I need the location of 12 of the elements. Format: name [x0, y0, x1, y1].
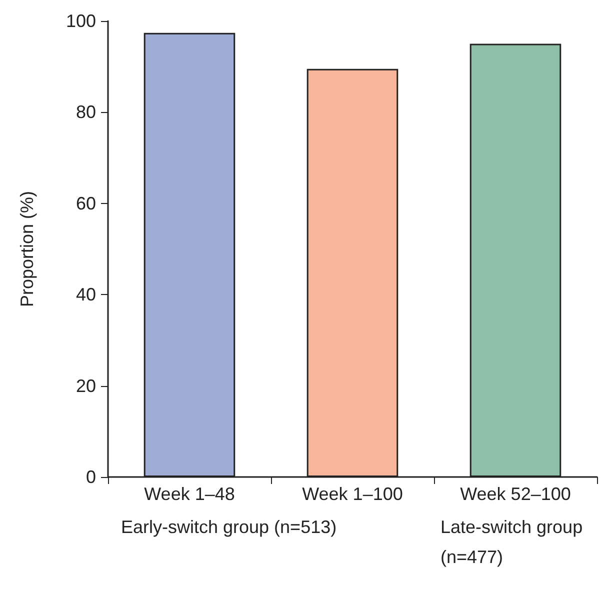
y-tick-label: 80 — [76, 102, 96, 122]
text: Early-switch group (n=513) — [121, 517, 337, 537]
y-axis-title: Proportion (%) — [17, 190, 37, 308]
x-tick-label: Week 1–48 — [144, 484, 235, 504]
y-tick-label: 40 — [76, 284, 96, 305]
x-tick-label: Week 1–100 — [302, 484, 403, 504]
x-tick-label: Week 52–100 — [460, 484, 571, 504]
text: Late-switch group (n=477) — [440, 517, 588, 567]
y-tick-label: 60 — [76, 193, 96, 214]
y-tick-label: 100 — [66, 11, 96, 31]
y-tick-label: 0 — [86, 467, 96, 487]
y-tick-label: 20 — [76, 376, 96, 396]
